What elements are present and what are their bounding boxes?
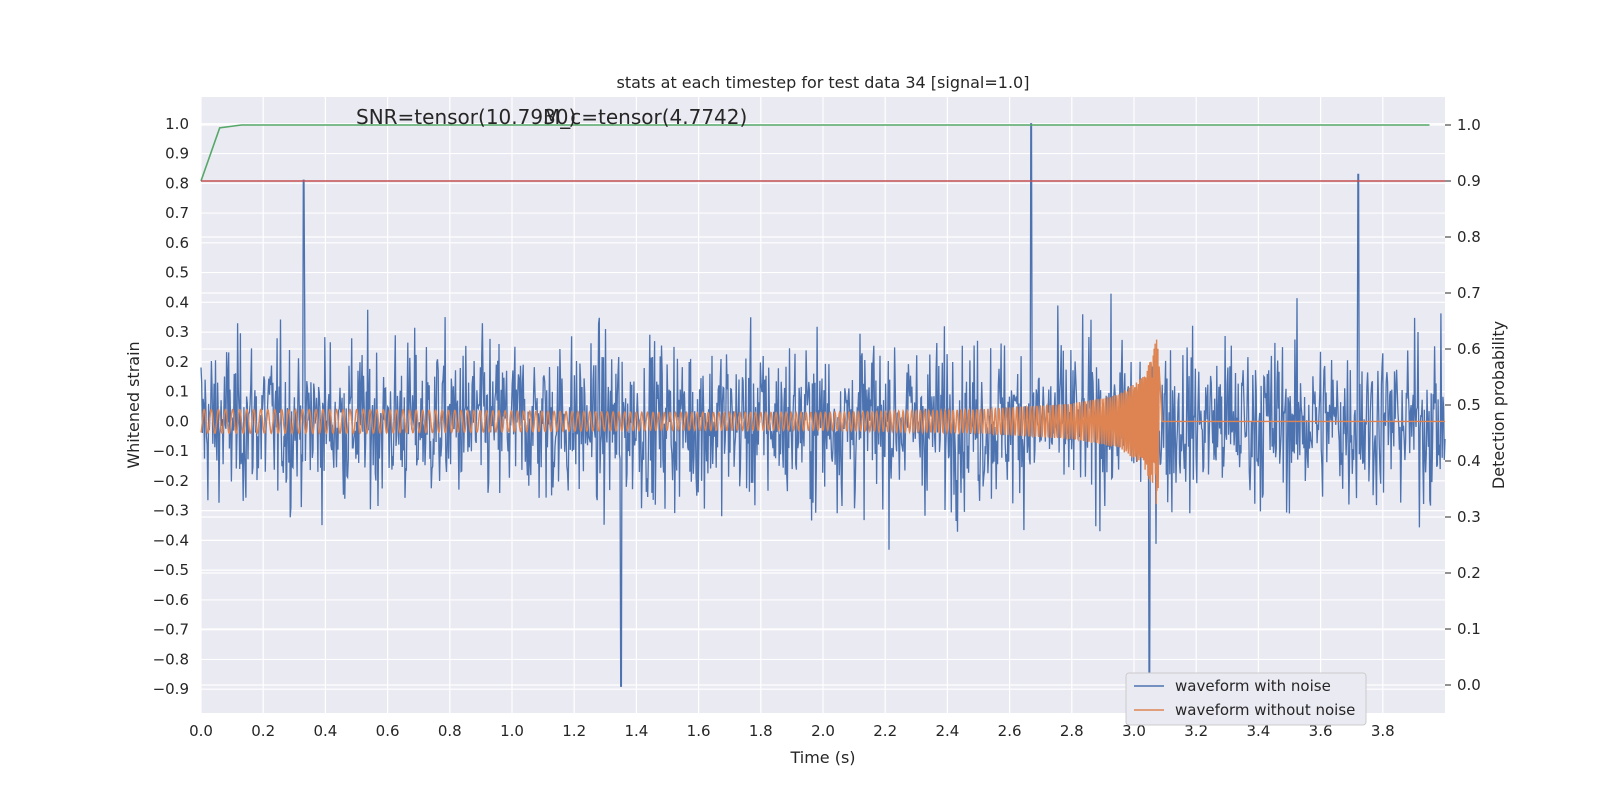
y-right-tick-label: 0.4 (1457, 452, 1481, 470)
x-axis-ticks: 0.0 0.2 0.4 0.6 0.8 1.0 1.2 1.4 1.6 1.8 2.0 2.2 2.4 2… (189, 722, 1395, 740)
x-tick-label: 0.0 (189, 722, 213, 740)
y-right-axis-ticks: 1.0 0.9 0.8 0.7 0.6 0.5 0.4 0.3 0.2 0.1 0.0 (1445, 116, 1481, 694)
y-tick-label: 0.9 (165, 145, 189, 163)
x-tick-label: 2.6 (998, 722, 1022, 740)
x-tick-label: 0.4 (313, 722, 337, 740)
y-right-axis-label: Detection probability (1489, 321, 1508, 489)
y-right-tick-label: 0.9 (1457, 172, 1481, 190)
y-tick-label: −0.8 (153, 650, 189, 668)
x-tick-label: 3.6 (1309, 722, 1333, 740)
y-tick-label: 1.0 (165, 115, 189, 133)
y-tick-label: −0.5 (153, 561, 189, 579)
clean-waveform-line (200, 339, 1445, 505)
x-tick-label: 2.8 (1060, 722, 1084, 740)
legend: waveform with noise waveform without noi… (1125, 672, 1367, 726)
x-tick-label: 1.6 (687, 722, 711, 740)
y-axis-ticks: 1.0 0.9 0.8 0.7 0.6 0.5 0.4 0.3 0.2 0.1 0.0 −0.1 −0.… (153, 115, 189, 698)
series-detection-probability (200, 124, 1430, 182)
x-axis-label: Time (s) (789, 748, 855, 767)
x-tick-label: 3.0 (1122, 722, 1146, 740)
y-tick-label: −0.3 (153, 502, 189, 520)
y-tick-label: −0.4 (153, 531, 189, 549)
legend-label-noise: waveform with noise (1175, 677, 1331, 695)
y-axis-label: Whitened strain (124, 341, 143, 468)
y-tick-label: 0.0 (165, 412, 189, 430)
y-tick-label: −0.6 (153, 591, 189, 609)
y-tick-label: 0.8 (165, 174, 189, 192)
y-tick-label: 0.3 (165, 323, 189, 341)
y-right-tick-label: 0.0 (1457, 676, 1481, 694)
x-tick-label: 1.2 (562, 722, 586, 740)
x-tick-label: 0.2 (251, 722, 275, 740)
series-waveform-without-noise (200, 339, 1445, 505)
x-tick-label: 3.8 (1371, 722, 1395, 740)
x-tick-label: 1.8 (749, 722, 773, 740)
y-tick-label: −0.9 (153, 680, 189, 698)
x-tick-label: 0.8 (438, 722, 462, 740)
x-tick-label: 0.6 (376, 722, 400, 740)
legend-label-clean: waveform without noise (1175, 701, 1355, 719)
grid-lines (200, 97, 1445, 713)
y-right-tick-label: 0.1 (1457, 620, 1481, 638)
detection-probability-lines (200, 124, 1445, 182)
y-right-tick-label: 1.0 (1457, 116, 1481, 134)
y-tick-label: 0.1 (165, 383, 189, 401)
y-right-tick-label: 0.6 (1457, 340, 1481, 358)
snr-annotation: SNR=tensor(10.7930) (356, 105, 576, 129)
y-right-tick-label: 0.2 (1457, 564, 1481, 582)
y-tick-label: 0.4 (165, 293, 189, 311)
x-tick-label: 1.0 (500, 722, 524, 740)
y-tick-label: 0.5 (165, 264, 189, 282)
chirp-mass-annotation: M_c=tensor(4.7742) (543, 105, 747, 129)
chart-title: stats at each timestep for test data 34 … (617, 73, 1030, 92)
y-tick-label: −0.1 (153, 442, 189, 460)
x-tick-label: 3.2 (1184, 722, 1208, 740)
y-tick-label: 0.6 (165, 234, 189, 252)
y-right-tick-label: 0.5 (1457, 396, 1481, 414)
x-tick-label: 1.4 (624, 722, 648, 740)
x-tick-label: 3.4 (1246, 722, 1270, 740)
y-right-tick-label: 0.3 (1457, 508, 1481, 526)
y-tick-label: 0.7 (165, 204, 189, 222)
legend-box (1125, 672, 1367, 726)
x-tick-label: 2.2 (873, 722, 897, 740)
y-tick-label: 0.2 (165, 353, 189, 371)
y-right-tick-label: 0.8 (1457, 228, 1481, 246)
y-tick-label: −0.2 (153, 472, 189, 490)
x-tick-label: 2.4 (935, 722, 959, 740)
x-tick-label: 2.0 (811, 722, 835, 740)
y-tick-label: −0.7 (153, 621, 189, 639)
y-right-tick-label: 0.7 (1457, 284, 1481, 302)
